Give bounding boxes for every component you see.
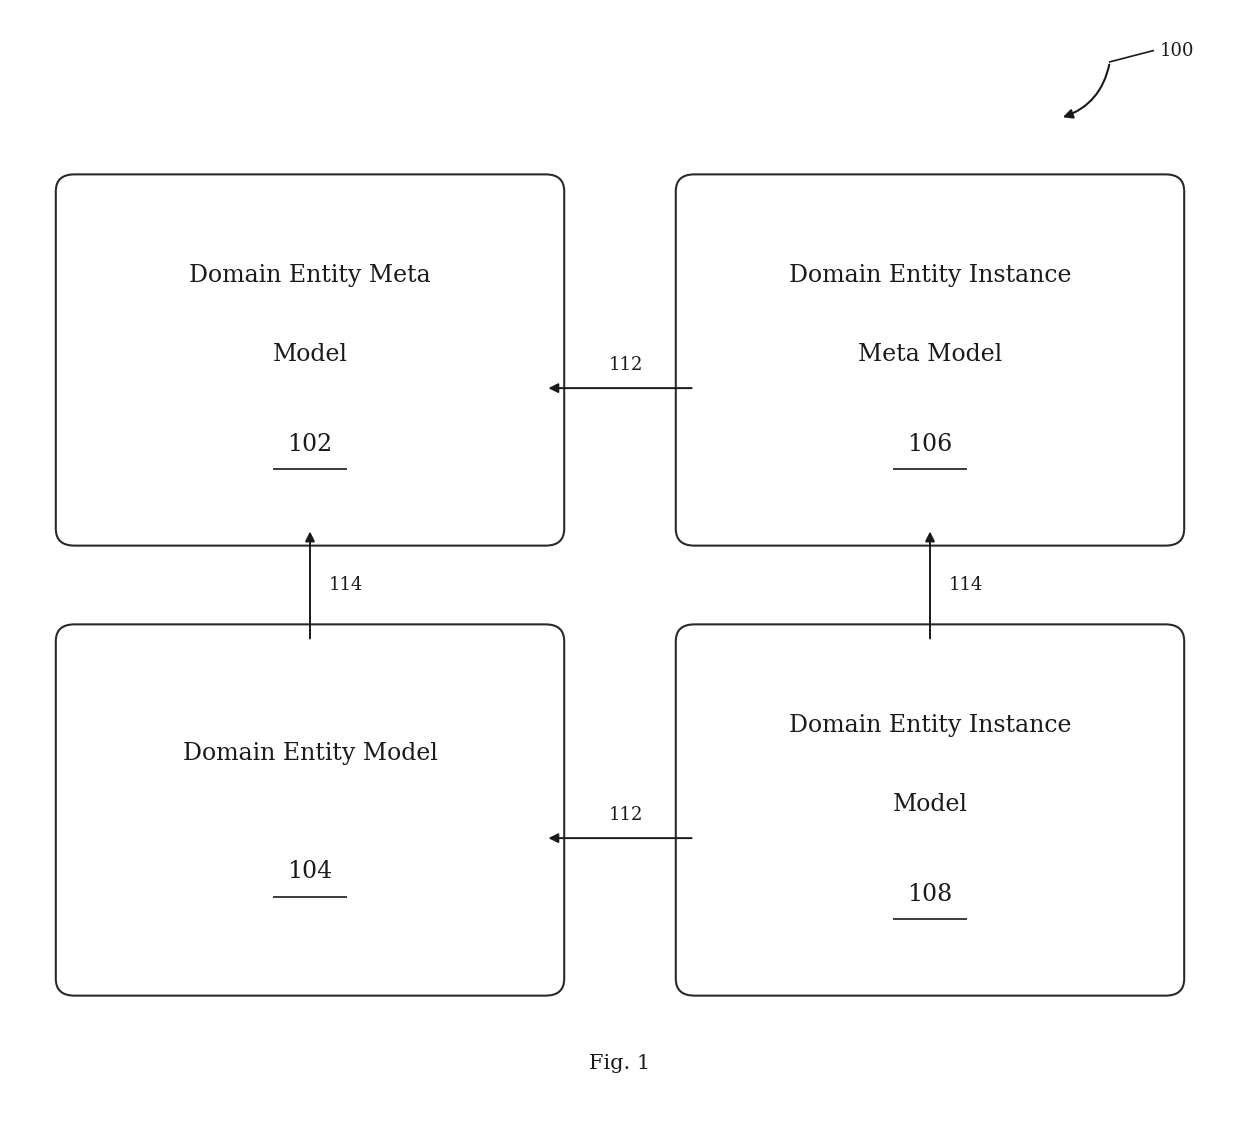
- FancyBboxPatch shape: [56, 624, 564, 996]
- Text: 112: 112: [609, 356, 644, 374]
- Text: Meta Model: Meta Model: [858, 343, 1002, 366]
- Text: Model: Model: [273, 343, 347, 366]
- Text: Domain Entity Model: Domain Entity Model: [182, 742, 438, 765]
- FancyBboxPatch shape: [56, 174, 564, 546]
- FancyBboxPatch shape: [676, 624, 1184, 996]
- Text: Fig. 1: Fig. 1: [589, 1054, 651, 1072]
- Text: 102: 102: [288, 433, 332, 456]
- Text: 114: 114: [329, 576, 363, 594]
- Text: 100: 100: [1159, 42, 1194, 60]
- Text: Domain Entity Instance: Domain Entity Instance: [789, 264, 1071, 287]
- Text: Domain Entity Meta: Domain Entity Meta: [190, 264, 430, 287]
- Text: Model: Model: [893, 793, 967, 816]
- FancyBboxPatch shape: [676, 174, 1184, 546]
- Text: Domain Entity Instance: Domain Entity Instance: [789, 714, 1071, 737]
- Text: 104: 104: [288, 861, 332, 883]
- Text: 108: 108: [908, 883, 952, 906]
- Text: 112: 112: [609, 806, 644, 824]
- Text: 106: 106: [908, 433, 952, 456]
- Text: 114: 114: [949, 576, 983, 594]
